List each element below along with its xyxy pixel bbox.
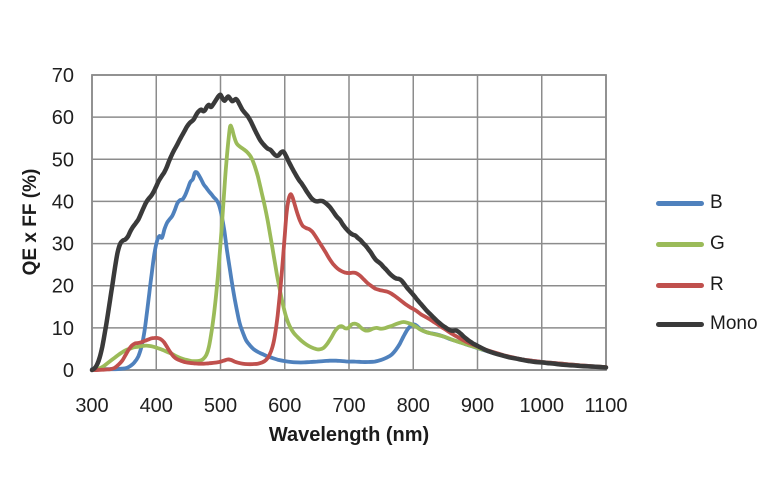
legend-label-b: B (710, 192, 723, 213)
y-tick-label: 40 (52, 191, 74, 213)
series-line-g (90, 123, 608, 372)
y-tick-label: 0 (63, 360, 74, 382)
series-line-r (90, 192, 608, 372)
legend-label-g: G (710, 233, 725, 254)
x-tick-label: 500 (204, 395, 237, 417)
legend-swatch-r-line (656, 282, 704, 288)
x-tick-label: 300 (75, 395, 108, 417)
x-tick-label: 1000 (520, 395, 565, 417)
y-tick-label: 10 (52, 318, 74, 340)
y-tick-label: 30 (52, 234, 74, 256)
legend-label-mono: Mono (710, 313, 758, 334)
x-tick-label: 700 (332, 395, 365, 417)
y-tick-label: 70 (52, 65, 74, 87)
x-tick-label: 800 (397, 395, 430, 417)
y-tick-label: 50 (52, 149, 74, 171)
y-axis-title: QE x FF (%) (20, 168, 41, 276)
legend-item-r: R (656, 275, 724, 295)
legend-swatch-b-line (656, 200, 704, 206)
x-tick-label: 900 (461, 395, 494, 417)
legend-item-mono: Mono (656, 314, 758, 334)
legend-swatch-g-line (656, 241, 704, 247)
series-line-mono (89, 92, 609, 373)
plot-border (91, 74, 607, 371)
y-tick-label: 20 (52, 276, 74, 298)
legend-item-b: B (656, 193, 723, 213)
x-tick-label: 400 (140, 395, 173, 417)
x-axis-title: Wavelength (nm) (268, 424, 430, 446)
legend-label-r: R (710, 274, 724, 295)
legend-swatch-mono-line (656, 321, 704, 327)
x-tick-label: 1100 (584, 395, 627, 417)
legend-item-g: G (656, 234, 725, 254)
x-tick-label: 600 (268, 395, 301, 417)
y-tick-label: 60 (52, 107, 74, 129)
